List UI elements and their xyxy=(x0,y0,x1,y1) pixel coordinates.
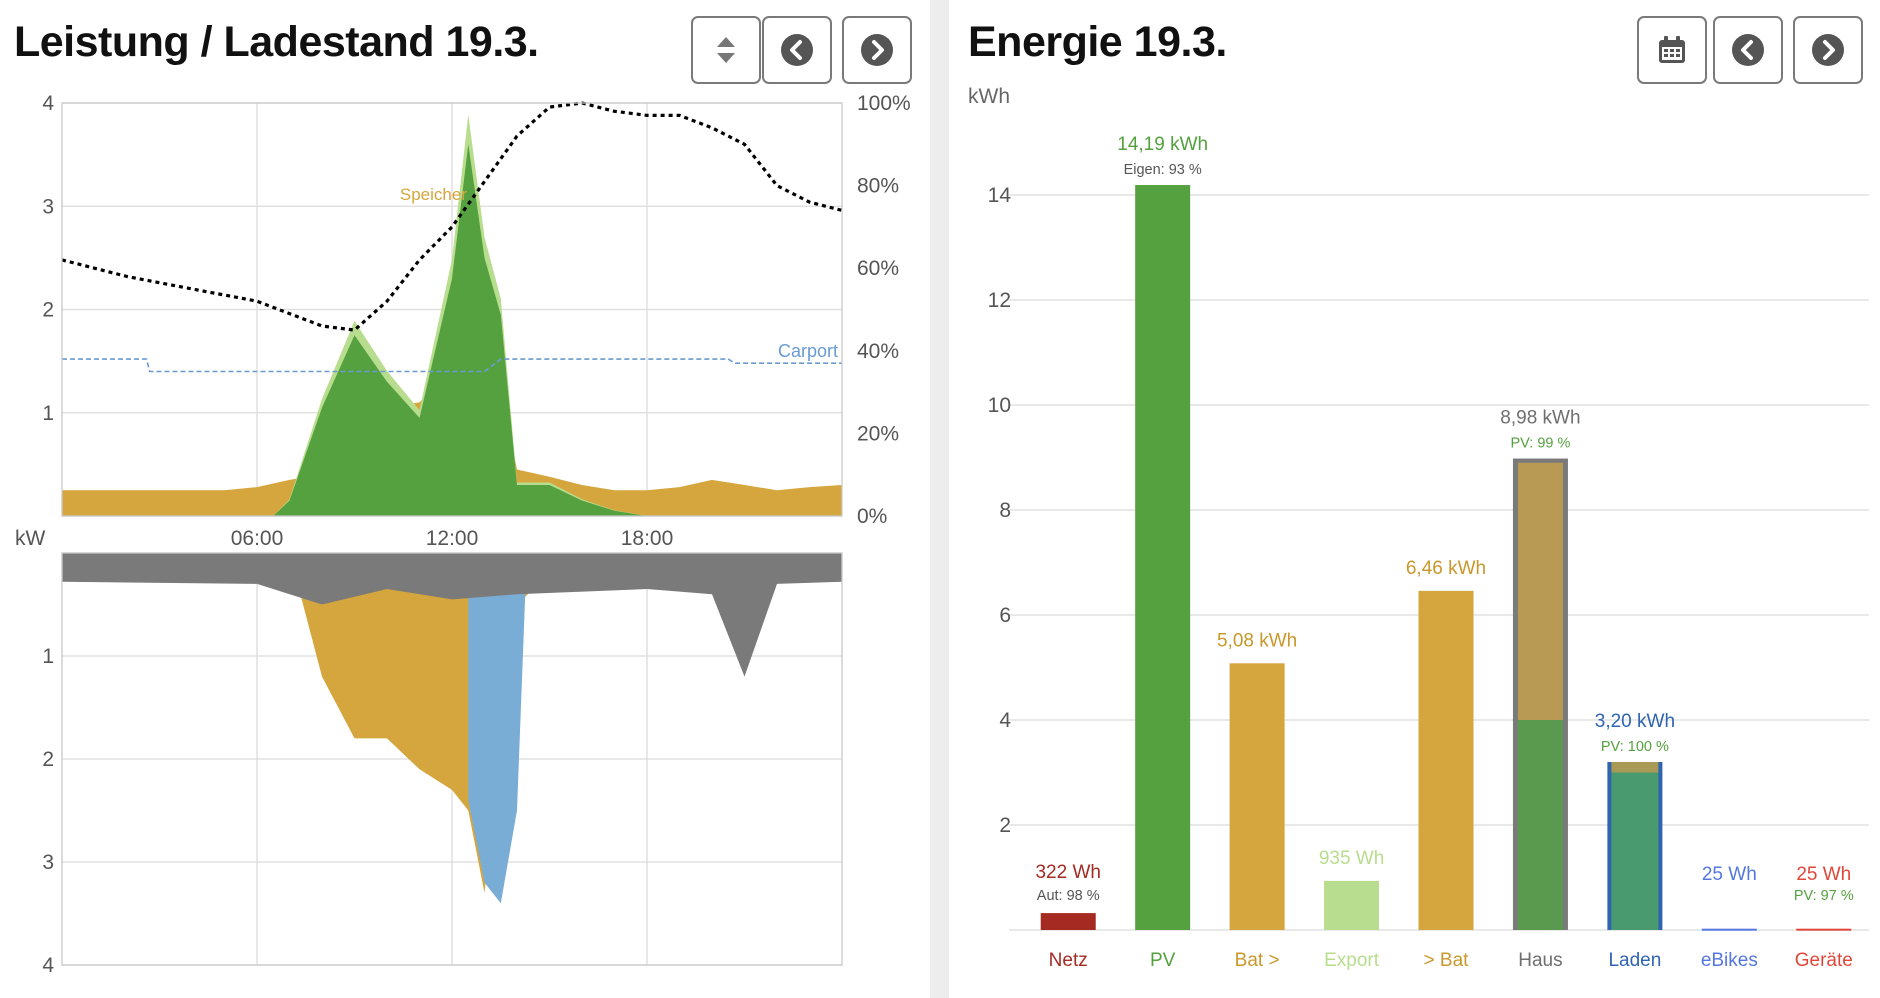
line-ladestand xyxy=(61,101,843,332)
category-label: Export xyxy=(1324,950,1380,971)
bar-haus-speicher xyxy=(1517,462,1563,720)
bar-bat xyxy=(1229,663,1285,930)
y2-tick-label: 40% xyxy=(857,340,899,363)
line-carport xyxy=(62,358,842,373)
calendar-icon xyxy=(1659,36,1685,63)
bar-value-label: 5,08 kWh xyxy=(1217,630,1297,651)
upper-plot-frame xyxy=(61,102,843,517)
y2-tick-label: 20% xyxy=(857,422,899,445)
bar-haus-pv xyxy=(1517,720,1563,930)
speicher-annotation: Speicher xyxy=(400,185,467,204)
bar-netz xyxy=(1040,913,1096,930)
bar-value-label: 8,98 kWh xyxy=(1500,408,1580,429)
next-day-button[interactable] xyxy=(842,16,912,84)
energy-panel: Energie 19.3. kWh 2 4 6 8 10 12 14 322 Wh Aut: 98… xyxy=(949,0,1880,998)
y-tick-label: 12 xyxy=(988,289,1011,312)
calendar-button[interactable] xyxy=(1637,16,1707,84)
y-tick-label: 2 xyxy=(42,748,54,771)
y2-tick-label: 0% xyxy=(857,505,887,528)
carport-annotation: Carport xyxy=(778,341,838,361)
lower-plot-frame xyxy=(61,552,843,966)
y-tick-label: 10 xyxy=(988,394,1011,417)
power-panel: Leistung / Ladestand 19.3. 1 2 3 4 1 2 3 4 0% 20%… xyxy=(0,0,930,998)
bar-ebikes xyxy=(1701,928,1757,931)
bar-value-label: 935 Wh xyxy=(1319,848,1384,869)
unit-label: kWh xyxy=(968,85,1010,108)
bar-value-label: 322 Wh xyxy=(1035,862,1100,883)
category-label: Netz xyxy=(1049,950,1088,971)
y-tick-label: 4 xyxy=(42,954,54,977)
prev-day-button[interactable] xyxy=(762,16,832,84)
bar-laden-pv xyxy=(1611,772,1659,930)
bar-export xyxy=(1324,880,1380,930)
x-tick-label: 06:00 xyxy=(231,527,284,550)
next-day-button-energy[interactable] xyxy=(1793,16,1863,84)
bar-value-label: 6,46 kWh xyxy=(1406,558,1486,579)
bar-sub-label: PV: 99 % xyxy=(1510,436,1570,452)
bar-value-label: 25 Wh xyxy=(1796,864,1851,885)
area-lower-haus xyxy=(62,553,842,677)
area-pv xyxy=(273,144,647,517)
chevron-right-circle-icon xyxy=(861,34,893,66)
bar-value-label: 3,20 kWh xyxy=(1595,711,1675,732)
y-tick-label: 3 xyxy=(42,851,54,874)
category-label: Haus xyxy=(1518,950,1562,971)
chevron-left-circle-icon xyxy=(1732,34,1764,66)
page-title: Leistung / Ladestand 19.3. xyxy=(14,18,539,66)
x-tick-label: 18:00 xyxy=(621,527,674,550)
y-tick-label: 14 xyxy=(988,184,1012,207)
y2-tick-label: 60% xyxy=(857,257,899,280)
chevron-left-circle-icon xyxy=(781,34,813,66)
panel-divider xyxy=(930,0,949,998)
sort-icon xyxy=(717,37,735,63)
sort-button[interactable] xyxy=(691,16,761,84)
bar-bat xyxy=(1418,590,1474,930)
category-label: > Bat xyxy=(1424,950,1470,971)
y-tick-label: 3 xyxy=(42,195,54,218)
page-title-energy: Energie 19.3. xyxy=(968,18,1227,66)
bar-sub-label: PV: 100 % xyxy=(1601,739,1669,755)
category-label: eBikes xyxy=(1701,950,1758,971)
chevron-right-circle-icon xyxy=(1812,34,1844,66)
y-tick-label: 4 xyxy=(999,709,1011,732)
y2-tick-label: 100% xyxy=(857,92,911,115)
bar-pv xyxy=(1135,185,1191,930)
unit-label: kW xyxy=(15,527,46,550)
y-tick-label: 4 xyxy=(42,92,54,115)
category-label: Bat > xyxy=(1235,950,1280,971)
y-tick-label: 2 xyxy=(999,814,1011,837)
x-tick-label: 12:00 xyxy=(426,527,479,550)
y-tick-label: 1 xyxy=(42,402,54,425)
y-tick-label: 2 xyxy=(42,299,54,322)
y-tick-label: 8 xyxy=(999,499,1011,522)
energy-chart: kWh 2 4 6 8 10 12 14 322 Wh Aut: 98 % Netz 14,19 kW… xyxy=(968,85,1869,971)
bar-laden-speicher xyxy=(1611,762,1659,773)
bar-sub-label: Eigen: 93 % xyxy=(1124,162,1202,178)
bar-value-label: 25 Wh xyxy=(1702,864,1757,885)
category-label: Geräte xyxy=(1795,950,1853,971)
category-label: PV xyxy=(1150,950,1176,971)
category-label: Laden xyxy=(1608,950,1661,971)
y2-tick-label: 80% xyxy=(857,175,899,198)
bar-sub-label: Aut: 98 % xyxy=(1037,888,1100,904)
y-tick-label: 1 xyxy=(42,645,54,668)
bar-gerte xyxy=(1796,928,1852,931)
y-tick-label: 6 xyxy=(999,604,1011,627)
bar-value-label: 14,19 kWh xyxy=(1117,134,1208,155)
prev-day-button-energy[interactable] xyxy=(1713,16,1783,84)
area-lower-laden xyxy=(468,553,527,904)
bar-sub-label: PV: 97 % xyxy=(1794,888,1854,904)
